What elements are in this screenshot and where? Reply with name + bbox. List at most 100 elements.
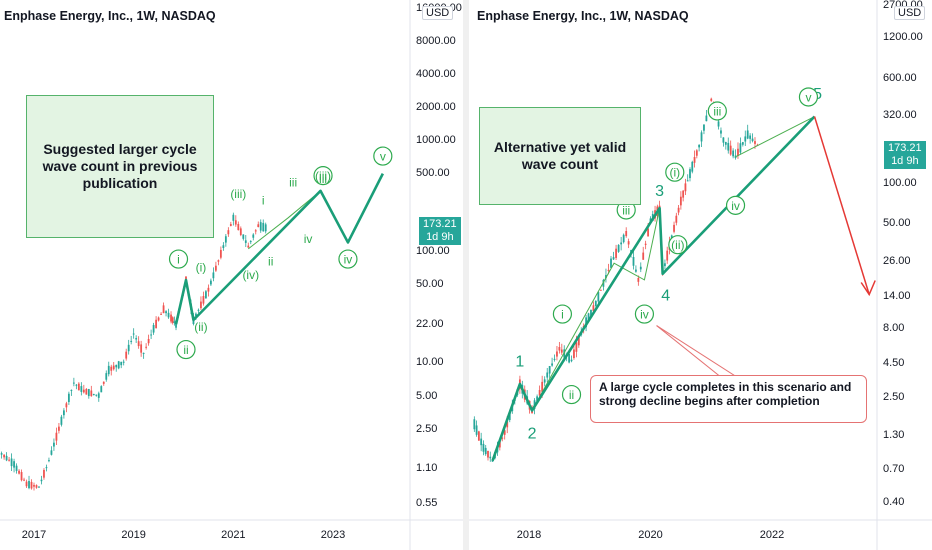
wave-label: (iii): [315, 169, 331, 183]
price-badge-left: 173.21 1d 9h: [419, 217, 461, 245]
y-tick-label: 26.00: [883, 255, 911, 267]
currency-label-right[interactable]: USD: [894, 6, 926, 20]
decline-arrow-line: [813, 116, 870, 295]
wave-label: ii: [183, 343, 188, 357]
candle-body: [666, 250, 669, 261]
x-tick-label: 2018: [517, 529, 541, 541]
candle-body: [691, 161, 694, 172]
candle-body: [602, 279, 605, 287]
candle-body: [120, 361, 123, 366]
candle-body: [38, 486, 40, 488]
candle-body: [749, 135, 752, 139]
candle-body: [135, 338, 138, 340]
x-tick-label: 2022: [760, 529, 784, 541]
candle-body: [746, 130, 749, 139]
candle-body: [729, 145, 732, 155]
candle-body: [717, 121, 720, 127]
candle-body: [538, 390, 541, 396]
candle-body: [13, 461, 15, 468]
candle-body: [491, 459, 494, 462]
y-tick-label: 100.00: [416, 245, 450, 257]
currency-label-left[interactable]: USD: [422, 6, 454, 20]
chart-panel-left: 16000.008000.004000.002000.001000.00500.…: [0, 0, 463, 550]
candle-body: [480, 438, 483, 446]
wave-label: ii: [569, 388, 574, 402]
wave-label-circle: [668, 235, 688, 255]
candle-body: [727, 142, 730, 151]
candle-body: [210, 280, 212, 285]
x-tick-label: 2019: [121, 529, 145, 541]
wave-label: iii: [713, 104, 721, 118]
chart-title-left: Enphase Energy, Inc., 1W, NASDAQ: [4, 9, 216, 23]
candle-body: [80, 386, 83, 392]
y-tick-label: 10.00: [416, 356, 444, 368]
candle-body: [229, 224, 232, 226]
candle-body: [167, 312, 170, 318]
candle-body: [244, 240, 247, 243]
candle-body: [587, 313, 590, 322]
candle-body: [710, 98, 713, 101]
candle-body: [592, 305, 595, 312]
candle-body: [5, 455, 8, 461]
candle-body: [237, 223, 240, 231]
candle-body: [157, 317, 160, 321]
candle-body: [160, 313, 162, 315]
candle-body: [647, 228, 649, 237]
candle-body: [48, 460, 50, 462]
candle-body: [112, 365, 115, 370]
y-tick-label: 0.55: [416, 497, 437, 509]
candle-body: [23, 479, 25, 481]
candle-body: [732, 150, 735, 157]
candle-body: [751, 138, 754, 142]
candle-body: [152, 325, 155, 333]
candle-body: [605, 275, 607, 279]
candle-body: [55, 432, 58, 441]
candle-body: [560, 349, 563, 353]
wave-label: (i): [669, 166, 680, 180]
last-price-left: 173.21: [423, 218, 457, 230]
candle-body: [145, 346, 148, 348]
candle-body: [632, 256, 635, 266]
candle-body: [125, 351, 128, 359]
candle-body: [170, 314, 172, 322]
candle-body: [739, 143, 742, 153]
candle-body: [573, 349, 575, 359]
y-tick-label: 0.70: [883, 463, 904, 475]
candle-body: [28, 481, 30, 489]
candle-body: [551, 363, 553, 366]
candle-body: [107, 365, 110, 375]
candle-body: [637, 277, 640, 282]
candle-body: [724, 142, 727, 145]
candle-body: [506, 421, 509, 428]
y-tick-label: 14.00: [883, 290, 911, 302]
candle-body: [484, 447, 487, 455]
candle-body: [82, 389, 85, 393]
candle-body: [252, 234, 255, 238]
candle-body: [117, 361, 120, 369]
wave-label: i: [561, 308, 564, 322]
wave-label: iii: [622, 203, 630, 217]
candle-body: [70, 389, 73, 391]
candle-body: [197, 309, 200, 311]
candle-body: [33, 484, 35, 487]
y-tick-label: 500.00: [416, 167, 450, 179]
candle-body: [575, 342, 578, 352]
candle-body: [590, 309, 592, 316]
candle-body: [115, 364, 118, 368]
candle-body: [67, 393, 70, 403]
x-tick-label: 2017: [22, 529, 46, 541]
chart-panel-right: 2700.00 1200.00 600.00 320.00 100.00 50.00 26.…: [469, 0, 932, 550]
wave-label: (ii): [194, 320, 207, 334]
candle-body: [195, 313, 197, 317]
y-tick-label: 2000.00: [416, 101, 456, 113]
candle-body: [489, 456, 492, 459]
candle-body: [132, 333, 135, 335]
candle-body: [147, 338, 150, 344]
wave-label-circle: [168, 249, 189, 269]
candle-body: [720, 130, 722, 134]
panel-divider[interactable]: [463, 0, 469, 550]
candle-body: [487, 450, 489, 458]
wave-label: 4: [661, 288, 670, 305]
candle-body: [142, 352, 145, 354]
candle-body: [202, 296, 205, 304]
